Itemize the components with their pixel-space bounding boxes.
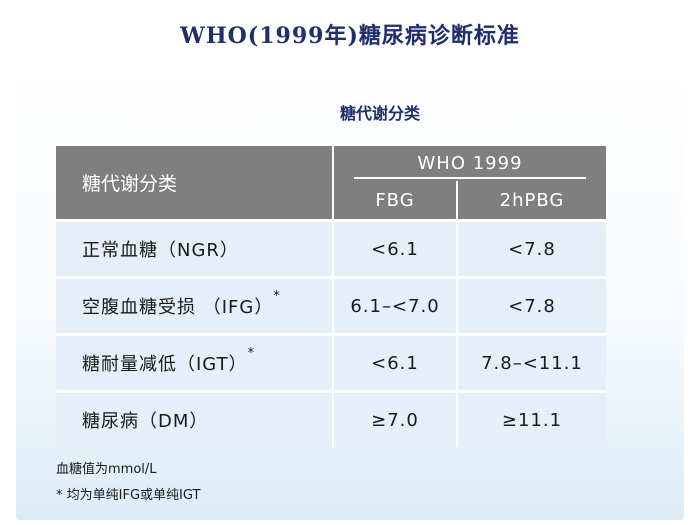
row-2hpbg: <7.8 [458,219,606,276]
row-2hpbg: ≥11.1 [458,390,606,447]
table-subtitle: 糖代谢分类 [339,104,420,123]
table-row: 糖尿病（DM） ≥7.0 ≥11.1 [56,390,606,447]
header-2hpbg: 2hPBG [458,181,606,219]
slide-title: WHO(1999年)糖尿病诊断标准 [180,23,520,49]
table-row: 糖耐量减低（IGT）* <6.1 7.8–<11.1 [56,333,606,390]
table-row: 正常血糖（NGR） <6.1 <7.8 [56,219,606,276]
row-fbg: ≥7.0 [334,390,458,447]
row-category: 正常血糖（NGR） [56,219,334,276]
footnote: * 均为单纯IFG或单纯IGT [56,488,201,503]
row-category: 空腹血糖受损 （IFG）* [56,276,334,333]
row-category: 糖耐量减低（IGT）* [56,333,334,390]
header-who-1999: WHO 1999 [334,146,606,181]
row-fbg: <6.1 [334,219,458,276]
header-category: 糖代谢分类 [56,146,334,219]
header-group-label: WHO 1999 [417,153,523,174]
footnote-star: * [273,289,281,304]
header-divider [354,177,586,179]
header-fbg: FBG [334,181,458,219]
row-2hpbg: 7.8–<11.1 [458,333,606,390]
footnote-star: * [247,346,256,361]
row-2hpbg: <7.8 [458,276,606,333]
who-criteria-table: 糖代谢分类 WHO 1999 FBG 2hPBG 正常血糖（NGR） <6.1 … [56,146,606,447]
row-fbg: 6.1–<7.0 [334,276,458,333]
unit-note: 血糖值为mmol/L [56,462,157,477]
table-row: 空腹血糖受损 （IFG）* 6.1–<7.0 <7.8 [56,276,606,333]
row-fbg: <6.1 [334,333,458,390]
row-category: 糖尿病（DM） [56,390,334,447]
